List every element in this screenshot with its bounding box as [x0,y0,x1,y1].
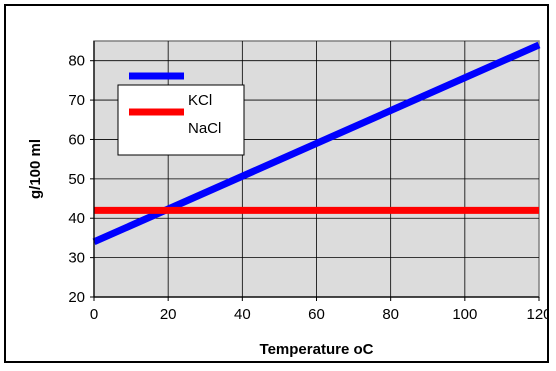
x-tick-label: 80 [382,306,399,323]
y-tick-label: 40 [68,210,85,227]
y-tick-label: 70 [68,92,85,109]
x-tick-label: 20 [160,306,177,323]
y-tick-label: 50 [68,171,85,188]
legend-box [117,84,245,156]
chart-svg: 0 20 40 60 80 100 120 20 30 40 50 60 70 80 KCl NaCl Te… [27,40,552,358]
y-tick-label: 20 [68,289,85,306]
legend-label-nacl: NaCl [188,120,221,137]
y-axis-title: g/100 ml [27,139,44,199]
y-tick-label: 80 [68,53,85,70]
legend-label-kcl: KCl [188,92,212,109]
x-axis-title: Temperature oC [260,341,374,358]
x-tick-label: 60 [308,306,325,323]
chart-frame: 0 20 40 60 80 100 120 20 30 40 50 60 70 80 KCl NaCl Te… [4,4,552,363]
x-tick-label: 120 [526,306,547,323]
y-tick-label: 60 [68,131,85,148]
x-tick-label: 100 [452,306,477,323]
x-tick-label: 40 [234,306,251,323]
y-tick-label: 30 [68,250,85,267]
x-tick-label: 0 [90,306,98,323]
